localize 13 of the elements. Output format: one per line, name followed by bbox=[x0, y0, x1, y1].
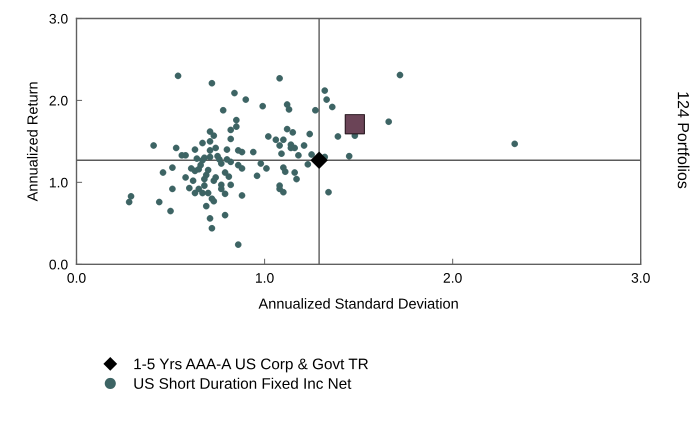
text: 124 Portfolios bbox=[678, 92, 690, 188]
x-tick-label: 2.0 bbox=[444, 273, 462, 283]
y-axis-title: Annualized Return bbox=[26, 82, 38, 202]
y-tick-label: 2.0 bbox=[50, 96, 68, 106]
x-tick-label: 1.0 bbox=[256, 273, 274, 283]
legend-label: 1-5 Yrs AAA-A US Corp & Govt TR bbox=[134, 358, 368, 372]
x-tick-label: 3.0 bbox=[632, 273, 650, 283]
y-tick-label: 3.0 bbox=[49, 14, 68, 24]
legend-label: US Short Duration Fixed Inc Net bbox=[134, 378, 352, 389]
x-tick-label: 0.0 bbox=[67, 273, 86, 283]
y-tick-label: 1.0 bbox=[50, 178, 68, 188]
y-tick-label: 0.0 bbox=[49, 260, 68, 270]
x-axis-title: Annualized Standard Deviation bbox=[258, 298, 458, 309]
